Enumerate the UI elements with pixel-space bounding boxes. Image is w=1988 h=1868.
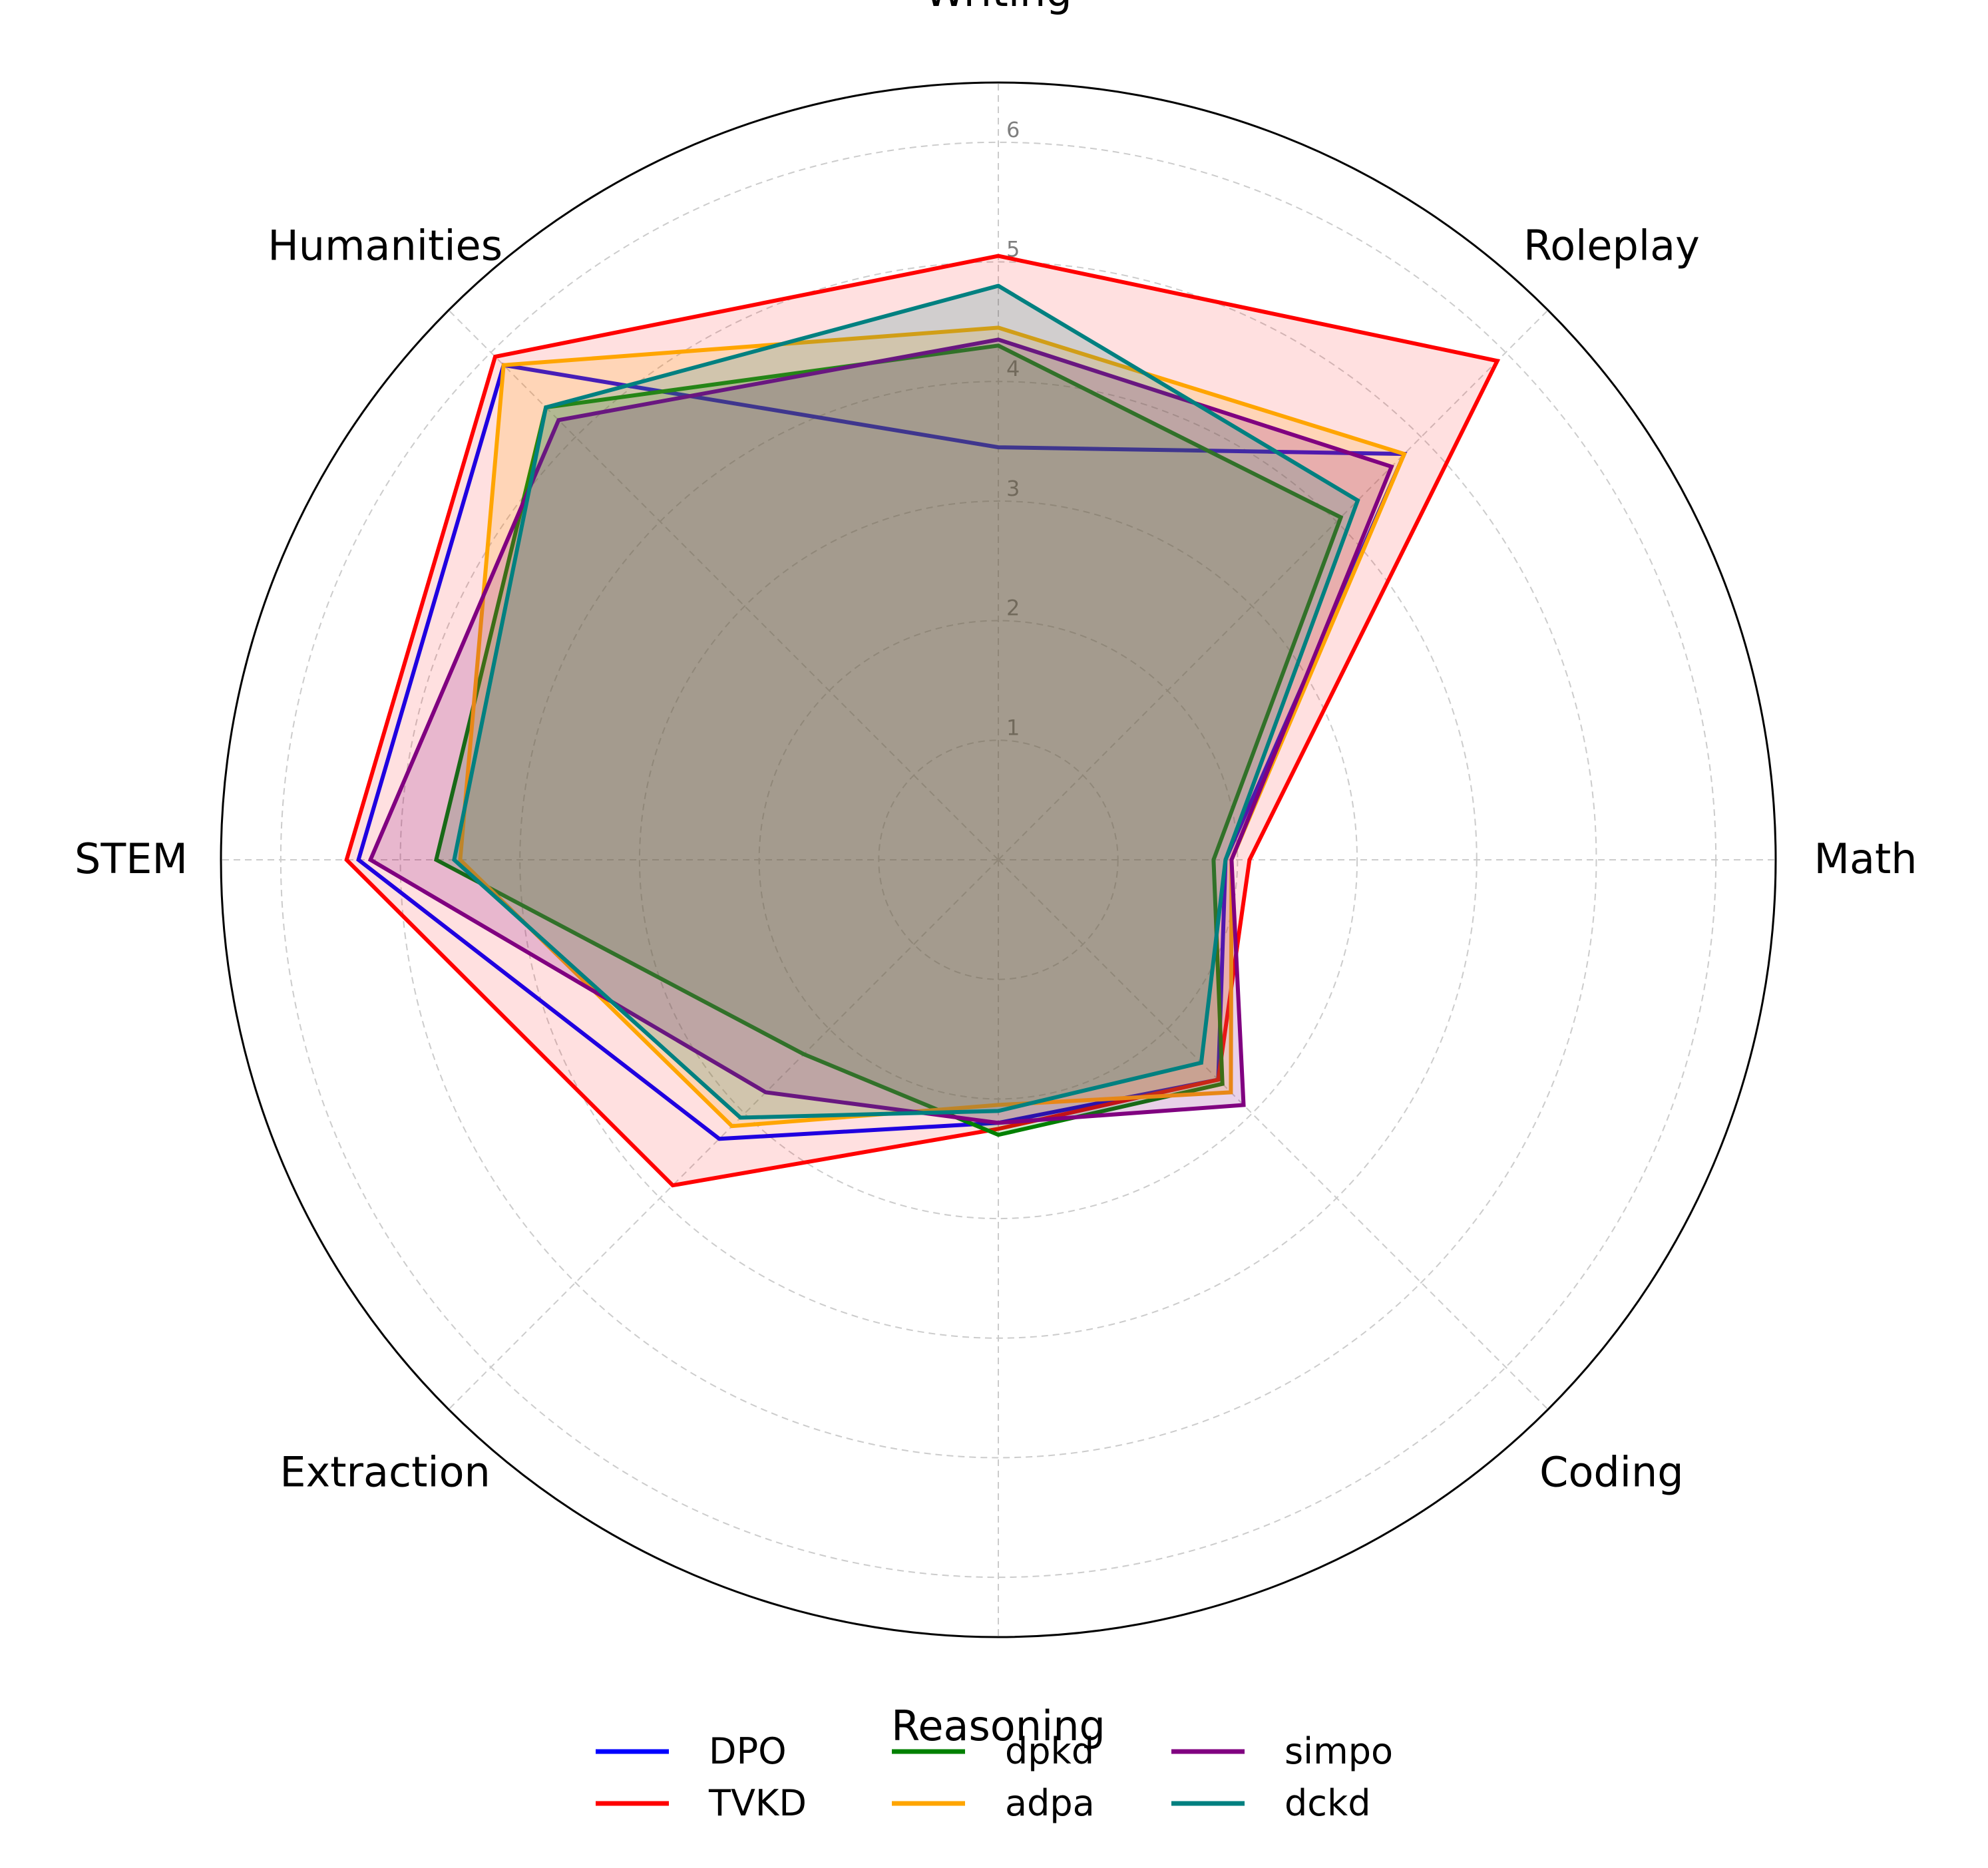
grid-spoke-coding <box>998 859 1549 1410</box>
series-adpa <box>458 325 1407 1129</box>
grid-spoke-roleplay <box>998 309 1549 860</box>
legend-entry-adpa: adpa <box>892 1782 1095 1824</box>
legend-entry-dpo: DPO <box>596 1730 787 1772</box>
legend-label: adpa <box>1005 1782 1095 1824</box>
category-label-humanities: Humanities <box>268 222 502 270</box>
category-label-reasoning: Reasoning <box>891 1702 1105 1750</box>
category-label-stem: STEM <box>75 835 188 883</box>
grid-circle-5 <box>399 261 1597 1459</box>
legend: DPO TVKD dpkd adpa simpo dckd <box>596 1730 1393 1824</box>
series-layer <box>344 254 1501 1188</box>
r-tick-label: 4 <box>1006 356 1020 381</box>
category-label-writing: Writing <box>924 0 1072 16</box>
legend-label: dpkd <box>1005 1730 1094 1772</box>
series-dckd <box>452 283 1360 1120</box>
legend-label: simpo <box>1285 1730 1393 1772</box>
series-fill-dpkd <box>436 345 1341 1135</box>
series-line-dpkd <box>433 343 1344 1137</box>
labels-layer: Writing Roleplay Math Coding Reasoning Extrac… <box>75 0 1917 1750</box>
series-dpkd <box>433 343 1344 1137</box>
legend-entry-simpo: simpo <box>1171 1730 1393 1772</box>
r-tick-label: 5 <box>1006 237 1020 262</box>
legend-entry-dpkd: dpkd <box>892 1730 1094 1772</box>
r-tick-label: 3 <box>1006 476 1020 501</box>
series-line-simpo <box>367 337 1394 1125</box>
legend-entry-dckd: dckd <box>1171 1782 1371 1824</box>
series-fill-adpa <box>460 327 1404 1127</box>
r-tick-label: 2 <box>1006 596 1020 621</box>
series-line-dckd <box>452 283 1360 1120</box>
r-tick-label: 6 <box>1006 117 1020 142</box>
category-label-extraction: Extraction <box>280 1447 491 1496</box>
series-fill-tvkd <box>346 256 1497 1186</box>
legend-label: TVKD <box>708 1782 807 1824</box>
category-label-coding: Coding <box>1539 1447 1683 1496</box>
grid-spoke-humanities <box>448 309 999 860</box>
legend-label: dckd <box>1285 1782 1371 1824</box>
category-label-math: Math <box>1814 835 1917 883</box>
series-line-tvkd <box>344 254 1501 1188</box>
series-fill-simpo <box>370 339 1392 1123</box>
series-fill-dckd <box>454 285 1358 1118</box>
legend-label: DPO <box>709 1730 787 1772</box>
grid-circle-3 <box>638 500 1358 1220</box>
outer-boundary <box>220 81 1777 1638</box>
category-label-roleplay: Roleplay <box>1523 222 1700 270</box>
series-line-adpa <box>458 325 1407 1129</box>
grid-spoke-extraction <box>448 859 999 1410</box>
series-tvkd <box>344 254 1501 1188</box>
legend-entry-tvkd: TVKD <box>596 1782 807 1824</box>
r-tick-label: 1 <box>1006 715 1020 740</box>
grid-layer: 1 2 3 4 5 6 <box>220 81 1777 1638</box>
series-simpo <box>367 337 1394 1125</box>
